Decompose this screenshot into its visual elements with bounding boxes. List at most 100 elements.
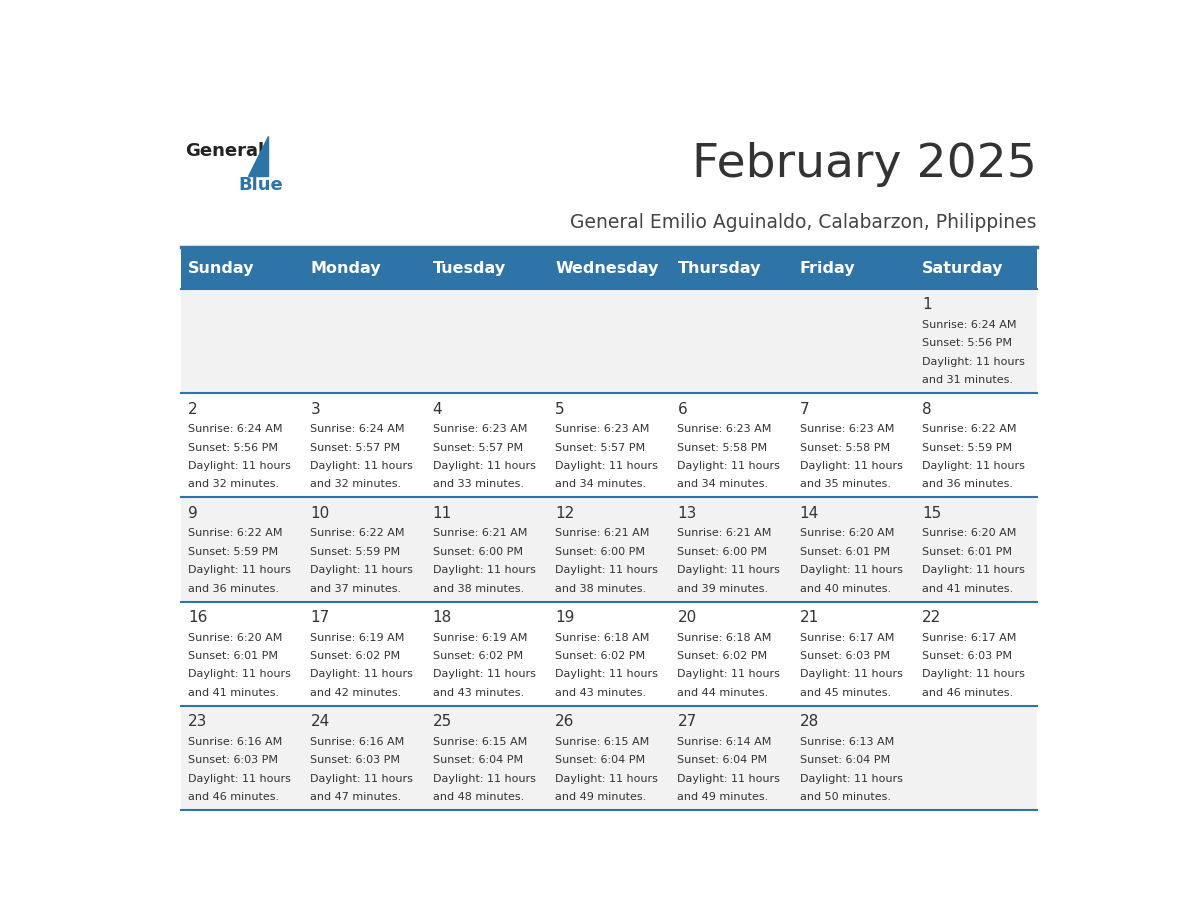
Text: Sunrise: 6:21 AM: Sunrise: 6:21 AM [432,529,527,539]
Text: and 38 minutes.: and 38 minutes. [432,584,524,594]
Text: Sunset: 5:57 PM: Sunset: 5:57 PM [432,442,523,453]
Text: Sunrise: 6:13 AM: Sunrise: 6:13 AM [800,737,893,747]
Text: and 35 minutes.: and 35 minutes. [800,479,891,489]
Text: 19: 19 [555,610,575,625]
Text: Sunrise: 6:21 AM: Sunrise: 6:21 AM [555,529,650,539]
Text: Daylight: 11 hours: Daylight: 11 hours [310,565,413,576]
Text: Sunset: 6:02 PM: Sunset: 6:02 PM [310,651,400,661]
Text: February 2025: February 2025 [693,142,1037,187]
Text: Sunset: 5:57 PM: Sunset: 5:57 PM [555,442,645,453]
Text: and 41 minutes.: and 41 minutes. [922,584,1013,594]
Text: and 33 minutes.: and 33 minutes. [432,479,524,489]
Text: and 48 minutes.: and 48 minutes. [432,792,524,802]
Text: and 43 minutes.: and 43 minutes. [432,688,524,698]
Text: and 34 minutes.: and 34 minutes. [555,479,646,489]
Text: Sunset: 6:03 PM: Sunset: 6:03 PM [922,651,1012,661]
Text: and 32 minutes.: and 32 minutes. [310,479,402,489]
Text: Sunset: 5:56 PM: Sunset: 5:56 PM [922,339,1012,349]
Text: Sunset: 5:58 PM: Sunset: 5:58 PM [677,442,767,453]
Text: and 31 minutes.: and 31 minutes. [922,375,1013,386]
Text: Sunset: 6:03 PM: Sunset: 6:03 PM [188,756,278,766]
Text: Daylight: 11 hours: Daylight: 11 hours [800,461,903,471]
Text: Sunrise: 6:21 AM: Sunrise: 6:21 AM [677,529,772,539]
Text: Sunrise: 6:24 AM: Sunrise: 6:24 AM [188,424,283,434]
Text: 15: 15 [922,506,941,521]
Text: Daylight: 11 hours: Daylight: 11 hours [555,565,658,576]
Text: Sunset: 5:57 PM: Sunset: 5:57 PM [310,442,400,453]
Text: Sunrise: 6:18 AM: Sunrise: 6:18 AM [677,633,772,643]
Text: Daylight: 11 hours: Daylight: 11 hours [432,774,536,784]
Text: Daylight: 11 hours: Daylight: 11 hours [800,774,903,784]
Text: Sunset: 6:01 PM: Sunset: 6:01 PM [188,651,278,661]
Text: Sunset: 6:00 PM: Sunset: 6:00 PM [432,547,523,557]
Text: and 38 minutes.: and 38 minutes. [555,584,646,594]
Bar [181,289,1037,393]
Text: Daylight: 11 hours: Daylight: 11 hours [677,565,781,576]
Text: and 45 minutes.: and 45 minutes. [800,688,891,698]
Text: Sunrise: 6:23 AM: Sunrise: 6:23 AM [432,424,527,434]
Text: 16: 16 [188,610,208,625]
Text: Saturday: Saturday [922,261,1004,276]
Text: Sunrise: 6:15 AM: Sunrise: 6:15 AM [555,737,650,747]
Text: Daylight: 11 hours: Daylight: 11 hours [555,461,658,471]
Text: 18: 18 [432,610,451,625]
Text: Sunday: Sunday [188,261,254,276]
Text: Tuesday: Tuesday [432,261,506,276]
Text: Sunrise: 6:16 AM: Sunrise: 6:16 AM [310,737,405,747]
Text: and 46 minutes.: and 46 minutes. [188,792,279,802]
Text: Sunset: 6:03 PM: Sunset: 6:03 PM [800,651,890,661]
Text: Sunset: 6:04 PM: Sunset: 6:04 PM [677,756,767,766]
Text: Sunrise: 6:20 AM: Sunrise: 6:20 AM [188,633,283,643]
Text: Wednesday: Wednesday [555,261,658,276]
Text: Sunrise: 6:19 AM: Sunrise: 6:19 AM [432,633,527,643]
Bar [181,248,1037,289]
Text: 22: 22 [922,610,941,625]
Text: 2: 2 [188,402,197,417]
Text: Sunset: 6:02 PM: Sunset: 6:02 PM [677,651,767,661]
Text: Daylight: 11 hours: Daylight: 11 hours [432,565,536,576]
Text: 10: 10 [310,506,329,521]
Bar [181,393,1037,498]
Text: Daylight: 11 hours: Daylight: 11 hours [800,565,903,576]
Text: Daylight: 11 hours: Daylight: 11 hours [677,669,781,679]
Text: and 49 minutes.: and 49 minutes. [555,792,646,802]
Text: Sunset: 5:59 PM: Sunset: 5:59 PM [310,547,400,557]
Text: Daylight: 11 hours: Daylight: 11 hours [188,774,291,784]
Text: 28: 28 [800,714,819,729]
Text: and 42 minutes.: and 42 minutes. [310,688,402,698]
Text: 6: 6 [677,402,687,417]
Text: Sunrise: 6:19 AM: Sunrise: 6:19 AM [310,633,405,643]
Text: Sunset: 6:01 PM: Sunset: 6:01 PM [800,547,890,557]
Text: 7: 7 [800,402,809,417]
Text: Blue: Blue [239,176,284,194]
Text: 17: 17 [310,610,329,625]
Text: Sunrise: 6:22 AM: Sunrise: 6:22 AM [188,529,283,539]
Text: and 44 minutes.: and 44 minutes. [677,688,769,698]
Text: Sunrise: 6:22 AM: Sunrise: 6:22 AM [922,424,1017,434]
Text: and 50 minutes.: and 50 minutes. [800,792,891,802]
Text: Sunset: 5:56 PM: Sunset: 5:56 PM [188,442,278,453]
Text: Sunset: 6:00 PM: Sunset: 6:00 PM [677,547,767,557]
Text: Sunset: 6:02 PM: Sunset: 6:02 PM [432,651,523,661]
Text: Daylight: 11 hours: Daylight: 11 hours [432,669,536,679]
Text: 23: 23 [188,714,208,729]
Text: Daylight: 11 hours: Daylight: 11 hours [677,774,781,784]
Text: Sunset: 5:58 PM: Sunset: 5:58 PM [800,442,890,453]
Text: Daylight: 11 hours: Daylight: 11 hours [677,461,781,471]
Text: and 43 minutes.: and 43 minutes. [555,688,646,698]
Text: Daylight: 11 hours: Daylight: 11 hours [555,669,658,679]
Text: and 32 minutes.: and 32 minutes. [188,479,279,489]
Text: 5: 5 [555,402,564,417]
Text: Daylight: 11 hours: Daylight: 11 hours [555,774,658,784]
Polygon shape [248,136,268,176]
Text: Sunset: 6:04 PM: Sunset: 6:04 PM [555,756,645,766]
Text: 25: 25 [432,714,451,729]
Text: 12: 12 [555,506,574,521]
Text: and 37 minutes.: and 37 minutes. [310,584,402,594]
Text: 21: 21 [800,610,819,625]
Text: 3: 3 [310,402,320,417]
Text: Daylight: 11 hours: Daylight: 11 hours [310,461,413,471]
Text: and 36 minutes.: and 36 minutes. [922,479,1013,489]
Text: Daylight: 11 hours: Daylight: 11 hours [310,669,413,679]
Text: and 47 minutes.: and 47 minutes. [310,792,402,802]
